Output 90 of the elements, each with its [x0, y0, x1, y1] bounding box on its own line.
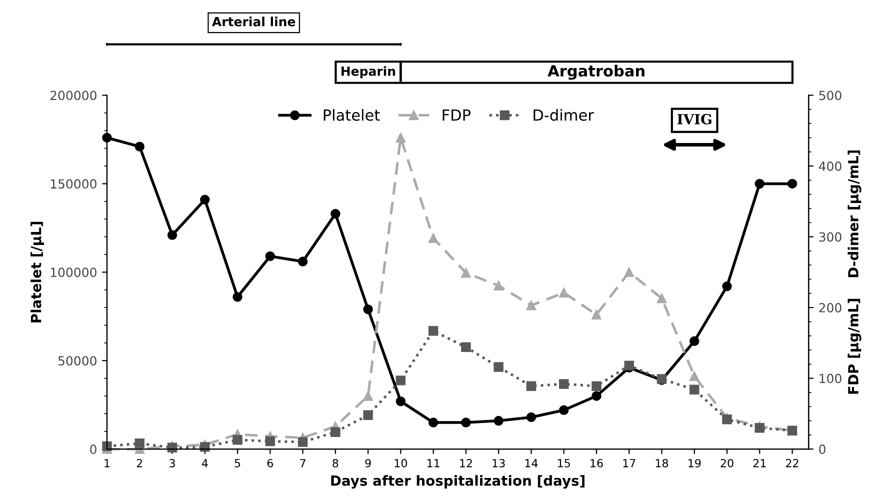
point — [722, 281, 732, 292]
point — [428, 233, 438, 244]
x-tick-label: 8 — [332, 458, 338, 468]
point — [134, 438, 144, 448]
x-axis-title: Days after hospitalization [days] — [331, 475, 584, 489]
point — [592, 381, 602, 391]
point — [134, 142, 144, 152]
x-tick-label: 9 — [365, 458, 371, 468]
x-tick-label: 4 — [202, 459, 208, 468]
point — [494, 362, 504, 372]
y2-tick-label: 400 — [818, 161, 842, 171]
point — [396, 376, 406, 386]
text: Argatroban — [548, 64, 644, 80]
point — [167, 230, 178, 240]
x-tick-label: 2 — [136, 458, 142, 468]
y-tick-label: 0 — [90, 444, 96, 454]
y2-axis-title: FDP [μg/mL] D-dimer [μg/mL] — [848, 150, 862, 394]
x-tick-label: 16 — [590, 458, 603, 468]
text: Heparin — [342, 66, 396, 78]
x-tick-label: 21 — [753, 458, 766, 468]
y2-tick-label: 0 — [819, 444, 826, 454]
text: Arterial line — [212, 16, 296, 26]
x-tick-label: 5 — [234, 459, 240, 468]
point — [656, 293, 667, 304]
point — [396, 132, 406, 143]
point — [754, 178, 765, 189]
point — [690, 384, 700, 394]
point — [624, 360, 634, 370]
point — [330, 208, 340, 219]
point — [690, 371, 700, 382]
x-tick-label: 13 — [492, 458, 505, 468]
x-tick-label: 7 — [300, 459, 306, 468]
point — [461, 268, 471, 278]
x-tick-label: 3 — [170, 458, 175, 468]
x-tick-label: 14 — [525, 459, 538, 468]
legend-label: D-dimer — [534, 109, 594, 121]
point — [298, 256, 308, 266]
point — [363, 391, 373, 401]
x-tick-label: 22 — [786, 458, 798, 468]
point — [592, 310, 602, 320]
x-tick-label: 19 — [688, 458, 701, 468]
x-tick-label: 6 — [267, 458, 273, 468]
point — [265, 251, 276, 262]
x-tick-label: 18 — [656, 458, 668, 468]
x-tick-label: 10 — [394, 458, 408, 468]
y2-tick-label: 300 — [819, 232, 842, 242]
x-tick-label: 17 — [623, 459, 636, 468]
y2-tick-label: 500 — [819, 90, 842, 100]
point — [363, 410, 373, 420]
point — [102, 441, 112, 452]
point — [200, 442, 210, 452]
point — [526, 381, 536, 391]
point — [592, 391, 602, 401]
point — [232, 292, 242, 302]
point — [690, 336, 700, 346]
point — [265, 436, 276, 446]
point — [232, 435, 242, 445]
x-tick-label: 15 — [558, 459, 570, 468]
legend-label: FDP — [442, 109, 471, 121]
y2-tick-label: 100 — [820, 374, 842, 384]
point — [428, 418, 438, 428]
annotation: IVIG — [677, 114, 712, 124]
point — [200, 194, 210, 204]
point — [494, 280, 504, 290]
point — [558, 405, 569, 416]
y-axis-title: Platelet [/μL] — [30, 222, 44, 322]
x-tick-label: 1 — [104, 459, 110, 468]
point — [624, 267, 634, 278]
y-tick-label: 100000 — [50, 268, 96, 278]
point — [461, 418, 471, 428]
point — [558, 379, 569, 389]
y-tick-label: 150000 — [50, 179, 96, 189]
point — [787, 178, 798, 189]
y-tick-label: 50000 — [58, 356, 96, 366]
point — [494, 416, 504, 426]
y2-tick-label: 200 — [819, 303, 842, 312]
x-tick-label: 20 — [720, 458, 734, 468]
x-tick-label: 12 — [460, 458, 472, 468]
point — [428, 326, 438, 336]
point — [558, 288, 569, 298]
point — [526, 300, 536, 310]
point — [330, 427, 340, 437]
point — [526, 412, 536, 422]
point — [396, 396, 406, 406]
y-tick-label: 200000 — [50, 90, 96, 100]
point — [461, 342, 471, 352]
point — [298, 437, 308, 447]
point — [363, 304, 373, 314]
x-tick-label: 11 — [427, 459, 440, 468]
legend-label: Platelet — [324, 109, 380, 121]
